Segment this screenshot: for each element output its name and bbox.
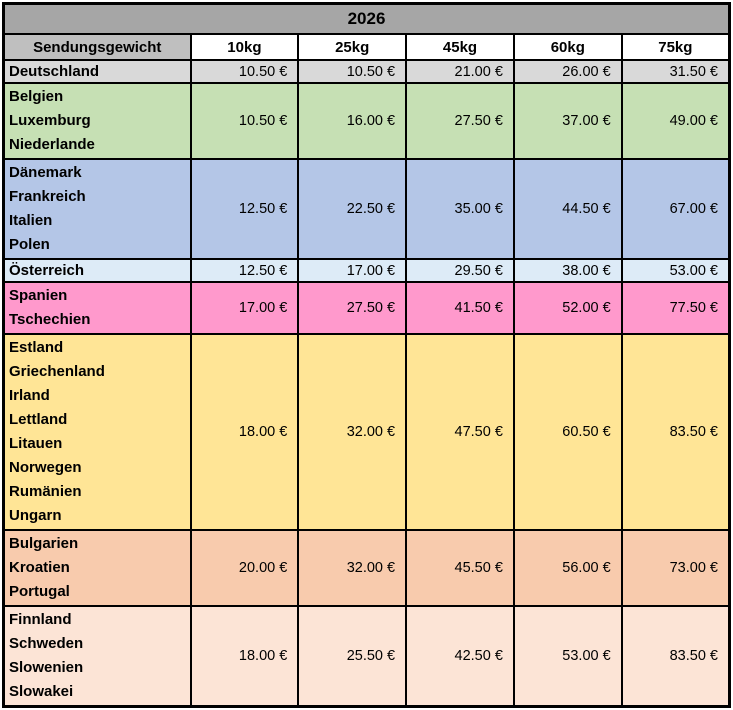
price-cell: 25.50 € — [297, 605, 408, 708]
price-cell: 27.50 € — [405, 82, 515, 160]
country-cell: Spanien Tschechien — [2, 281, 192, 335]
country-label: Ungarn — [9, 507, 62, 524]
country-label: Frankreich — [9, 188, 86, 205]
price-cell: 10.50 € — [297, 59, 408, 84]
price-cell: 53.00 € — [512, 605, 623, 708]
table-row: Finnland Schweden Slowenien Slowakei 18.00 €… — [2, 605, 731, 708]
country-cell: Dänemark Frankreich Italien Polen — [2, 158, 192, 260]
price-cell: 29.50 € — [405, 258, 515, 283]
country-label: Niederlande — [9, 136, 95, 153]
table-row: Bulgarien Kroatien Portugal 20.00 €32.00 €4… — [2, 529, 731, 607]
country-label: Kroatien — [9, 559, 70, 576]
price-cell: 31.50 € — [620, 59, 731, 84]
country-label: Polen — [9, 236, 50, 253]
table-row: Spanien Tschechien 17.00 €27.50 €41.50 €52… — [2, 281, 731, 335]
price-cell: 37.00 € — [512, 82, 623, 160]
country-label: Lettland — [9, 411, 68, 428]
price-cell: 35.00 € — [405, 158, 515, 260]
price-cell: 53.00 € — [620, 258, 731, 283]
weight-column-header: 10kg — [189, 33, 300, 61]
header-row: Sendungsgewicht 10kg 25kg 45kg 60kg 75kg — [2, 33, 731, 61]
price-cell: 21.00 € — [405, 59, 515, 84]
country-label: Norwegen — [9, 459, 82, 476]
price-cell: 17.00 € — [189, 281, 300, 335]
country-cell: Belgien Luxemburg Niederlande — [2, 82, 192, 160]
price-cell: 18.00 € — [189, 605, 300, 708]
country-label: Schweden — [9, 635, 84, 652]
price-cell: 83.50 € — [620, 605, 731, 708]
country-label: Luxemburg — [9, 112, 91, 129]
country-label: Dänemark — [9, 164, 82, 181]
price-cell: 32.00 € — [297, 529, 408, 607]
weight-column-header: 25kg — [297, 33, 408, 61]
price-cell: 60.50 € — [512, 333, 623, 531]
country-cell: Bulgarien Kroatien Portugal — [2, 529, 192, 607]
country-label: Slowakei — [9, 683, 74, 700]
price-cell: 41.50 € — [405, 281, 515, 335]
country-label: Belgien — [9, 88, 64, 105]
price-cell: 10.50 € — [189, 82, 300, 160]
country-label: Italien — [9, 212, 53, 229]
price-cell: 12.50 € — [189, 158, 300, 260]
price-cell: 27.50 € — [297, 281, 408, 335]
table-row: Belgien Luxemburg Niederlande 10.50 €16.00 … — [2, 82, 731, 160]
price-cell: 10.50 € — [189, 59, 300, 84]
country-label: Bulgarien — [9, 535, 79, 552]
price-cell: 73.00 € — [620, 529, 731, 607]
country-label: Litauen — [9, 435, 63, 452]
country-label: Slowenien — [9, 659, 84, 676]
price-cell: 42.50 € — [405, 605, 515, 708]
price-cell: 17.00 € — [297, 258, 408, 283]
title-row: 2026 — [2, 2, 731, 35]
weight-column-header: 45kg — [405, 33, 515, 61]
table-row: Dänemark Frankreich Italien Polen 12.50 €22.… — [2, 158, 731, 260]
country-label: Österreich — [9, 262, 85, 279]
country-label: Griechenland — [9, 363, 105, 380]
country-label: Portugal — [9, 583, 70, 600]
price-cell: 22.50 € — [297, 158, 408, 260]
country-label: Estland — [9, 339, 64, 356]
price-cell: 67.00 € — [620, 158, 731, 260]
country-label: Deutschland — [9, 63, 100, 80]
price-cell: 44.50 € — [512, 158, 623, 260]
price-cell: 77.50 € — [620, 281, 731, 335]
price-cell: 38.00 € — [512, 258, 623, 283]
price-cell: 12.50 € — [189, 258, 300, 283]
country-label: Finnland — [9, 611, 72, 628]
weight-header-label: Sendungsgewicht — [2, 33, 192, 61]
table-row: Österreich 12.50 €17.00 €29.50 €38.00 €53… — [2, 258, 731, 283]
price-cell: 83.50 € — [620, 333, 731, 531]
price-cell: 45.50 € — [405, 529, 515, 607]
price-cell: 47.50 € — [405, 333, 515, 531]
country-cell: Deutschland — [2, 59, 192, 84]
country-cell: Estland Griechenland Irland Lettland Litauen… — [2, 333, 192, 531]
price-cell: 52.00 € — [512, 281, 623, 335]
country-label: Tschechien — [9, 311, 91, 328]
table-row: Estland Griechenland Irland Lettland Litauen… — [2, 333, 731, 531]
country-label: Irland — [9, 387, 50, 404]
price-cell: 18.00 € — [189, 333, 300, 531]
year-title: 2026 — [2, 2, 731, 35]
price-cell: 20.00 € — [189, 529, 300, 607]
price-cell: 16.00 € — [297, 82, 408, 160]
table-row: Deutschland 10.50 €10.50 €21.00 €26.00 €3… — [2, 59, 731, 84]
weight-column-header: 60kg — [512, 33, 623, 61]
country-label: Spanien — [9, 287, 68, 304]
country-label: Rumänien — [9, 483, 82, 500]
price-cell: 49.00 € — [620, 82, 731, 160]
country-cell: Österreich — [2, 258, 192, 283]
price-cell: 56.00 € — [512, 529, 623, 607]
price-cell: 32.00 € — [297, 333, 408, 531]
country-cell: Finnland Schweden Slowenien Slowakei — [2, 605, 192, 708]
weight-column-header: 75kg — [620, 33, 731, 61]
price-cell: 26.00 € — [512, 59, 623, 84]
